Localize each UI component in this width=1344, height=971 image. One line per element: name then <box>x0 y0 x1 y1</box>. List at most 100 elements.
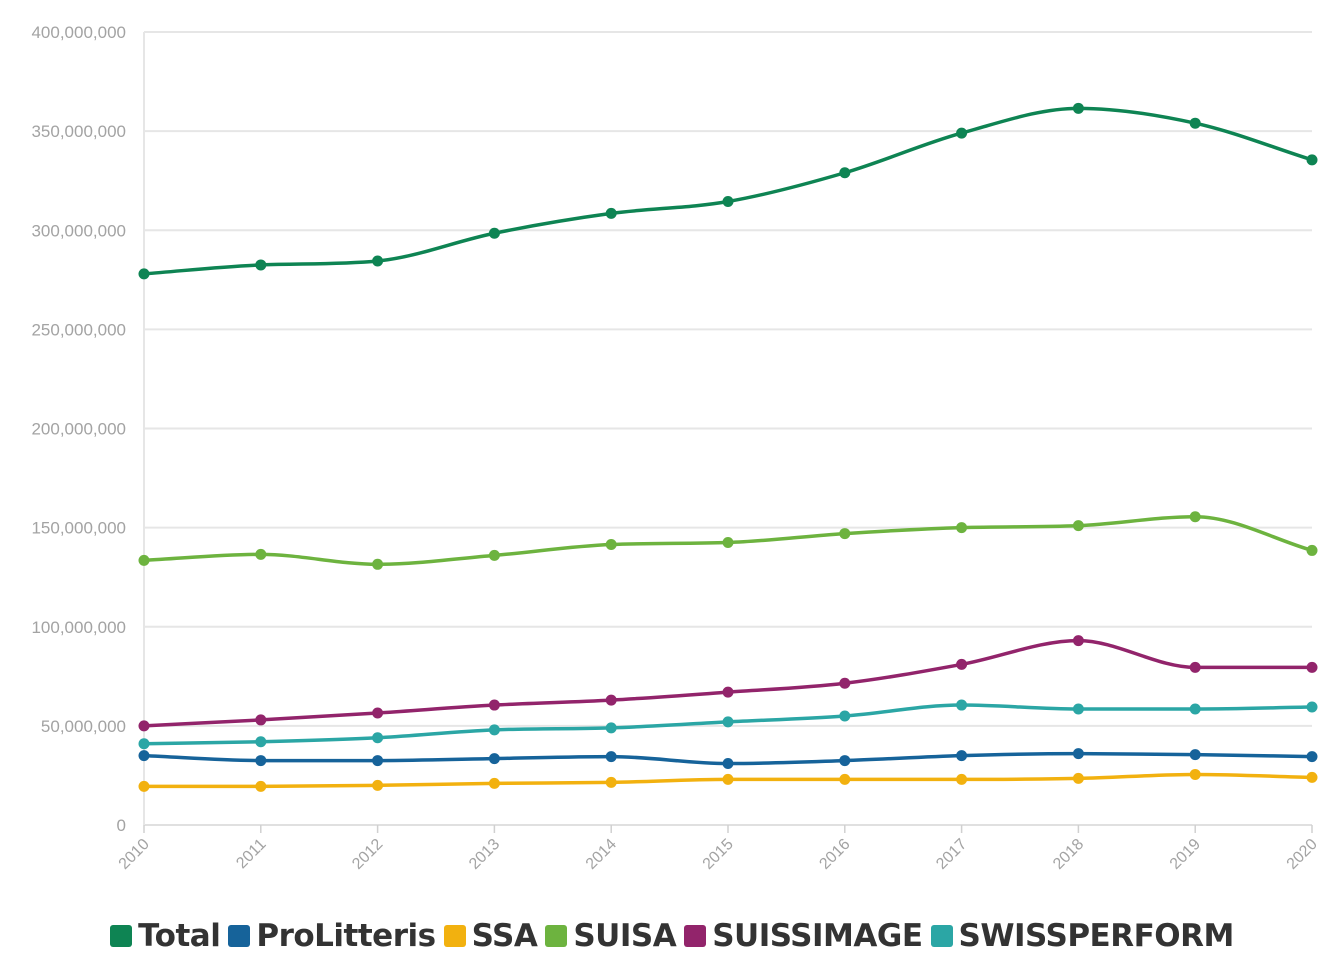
series-line-suissimage <box>142 638 1314 728</box>
x-tick-label: 2018 <box>1050 836 1087 873</box>
data-point-suisa <box>1072 520 1084 532</box>
data-point-swissperform <box>839 710 851 722</box>
data-point-suissimage <box>1189 661 1201 673</box>
legend-item-prolitteris: ProLitteris <box>228 918 436 954</box>
legend-swatch <box>930 925 953 947</box>
data-point-swissperform <box>605 722 617 734</box>
data-point-prolitteris <box>372 755 384 767</box>
data-point-suisa <box>138 554 150 566</box>
data-point-ssa <box>488 777 500 789</box>
x-tick-label: 2015 <box>700 836 737 873</box>
x-tick-label: 2013 <box>466 836 503 873</box>
y-tick-label: 100,000,000 <box>31 618 126 637</box>
data-point-ssa <box>372 779 384 791</box>
x-tick-label: 2020 <box>1284 836 1321 873</box>
data-point-suisa <box>956 522 968 534</box>
data-point-swissperform <box>372 732 384 744</box>
legend-label: ProLitteris <box>256 918 436 954</box>
legend-swatch <box>443 925 466 947</box>
data-point-prolitteris <box>605 751 617 763</box>
data-point-ssa <box>1072 772 1084 784</box>
data-point-ssa <box>255 780 267 792</box>
legend-item-suissimage: SUISSIMAGE <box>684 918 923 954</box>
x-tick-label: 2019 <box>1167 836 1204 873</box>
data-point-prolitteris <box>138 750 150 762</box>
data-point-swissperform <box>138 738 150 750</box>
x-tick-label: 2017 <box>933 836 970 873</box>
data-point-suisa <box>839 528 851 540</box>
data-point-total <box>1189 117 1201 129</box>
x-tick-label: 2011 <box>233 836 269 872</box>
y-tick-label: 350,000,000 <box>31 122 126 141</box>
y-tick-label: 250,000,000 <box>31 320 126 339</box>
data-point-ssa <box>1306 771 1318 783</box>
data-point-suissimage <box>722 686 734 698</box>
data-point-ssa <box>138 780 150 792</box>
data-point-total <box>722 196 734 208</box>
data-point-suissimage <box>839 677 851 689</box>
data-point-prolitteris <box>1072 748 1084 760</box>
legend-label: SWISSPERFORM <box>958 918 1235 954</box>
data-point-suissimage <box>956 658 968 670</box>
data-point-suisa <box>488 549 500 561</box>
line-chart: 0 50,000,000 100,000,000 150,000,000 200,000… <box>31 23 1321 873</box>
y-tick-label: 200,000,000 <box>31 420 126 439</box>
legend-swatch <box>684 925 707 947</box>
x-tick-label: 2010 <box>116 836 153 873</box>
data-point-prolitteris <box>956 750 968 762</box>
x-tick-label: 2012 <box>349 836 386 873</box>
data-point-prolitteris <box>839 755 851 767</box>
data-point-ssa <box>722 773 734 785</box>
data-point-suissimage <box>138 720 150 732</box>
data-point-suisa <box>372 558 384 570</box>
y-tick-label: 150,000,000 <box>31 519 126 538</box>
data-point-swissperform <box>1072 703 1084 715</box>
data-point-total <box>488 227 500 239</box>
legend-item-suisa: SUISA <box>545 918 677 954</box>
data-point-suissimage <box>1072 635 1084 647</box>
data-point-suissimage <box>255 714 267 726</box>
legend-label: Total <box>138 918 221 954</box>
legend-swatch <box>228 925 251 947</box>
data-point-suissimage <box>1306 661 1318 673</box>
data-point-suisa <box>255 548 267 560</box>
y-tick-label: 300,000,000 <box>31 221 126 240</box>
y-tick-label: 400,000,000 <box>31 23 126 42</box>
data-point-total <box>605 207 617 219</box>
data-point-total <box>1306 154 1318 166</box>
data-point-swissperform <box>722 716 734 728</box>
data-point-suissimage <box>488 699 500 711</box>
data-point-swissperform <box>1189 703 1201 715</box>
legend-swatch <box>545 925 568 947</box>
legend: Total ProLitteris SSA SUISA SUISSIMAGE SWISSP… <box>0 918 1344 954</box>
series-line-total <box>142 106 1314 276</box>
data-point-suisa <box>1189 511 1201 523</box>
data-point-prolitteris <box>1306 751 1318 763</box>
data-point-ssa <box>605 776 617 788</box>
data-point-ssa <box>956 773 968 785</box>
data-point-prolitteris <box>488 753 500 765</box>
data-point-swissperform <box>1306 701 1318 713</box>
data-point-total <box>956 127 968 139</box>
data-point-total <box>255 259 267 271</box>
legend-label: SSA <box>471 918 538 954</box>
data-point-suissimage <box>605 694 617 706</box>
x-tick-label: 2014 <box>583 836 620 873</box>
data-point-total <box>1072 102 1084 114</box>
data-point-ssa <box>1189 768 1201 780</box>
data-point-swissperform <box>488 724 500 736</box>
y-tick-label: 50,000,000 <box>41 717 126 736</box>
legend-label: SUISA <box>573 918 677 954</box>
data-point-total <box>839 167 851 179</box>
data-point-ssa <box>839 773 851 785</box>
data-point-suisa <box>1306 544 1318 556</box>
data-point-prolitteris <box>722 758 734 770</box>
data-point-prolitteris <box>1189 749 1201 761</box>
legend-label: SUISSIMAGE <box>712 918 923 954</box>
y-tick-label: 0 <box>117 816 126 835</box>
data-point-total <box>372 255 384 267</box>
data-point-total <box>138 268 150 280</box>
data-point-swissperform <box>956 699 968 711</box>
data-point-prolitteris <box>255 755 267 767</box>
